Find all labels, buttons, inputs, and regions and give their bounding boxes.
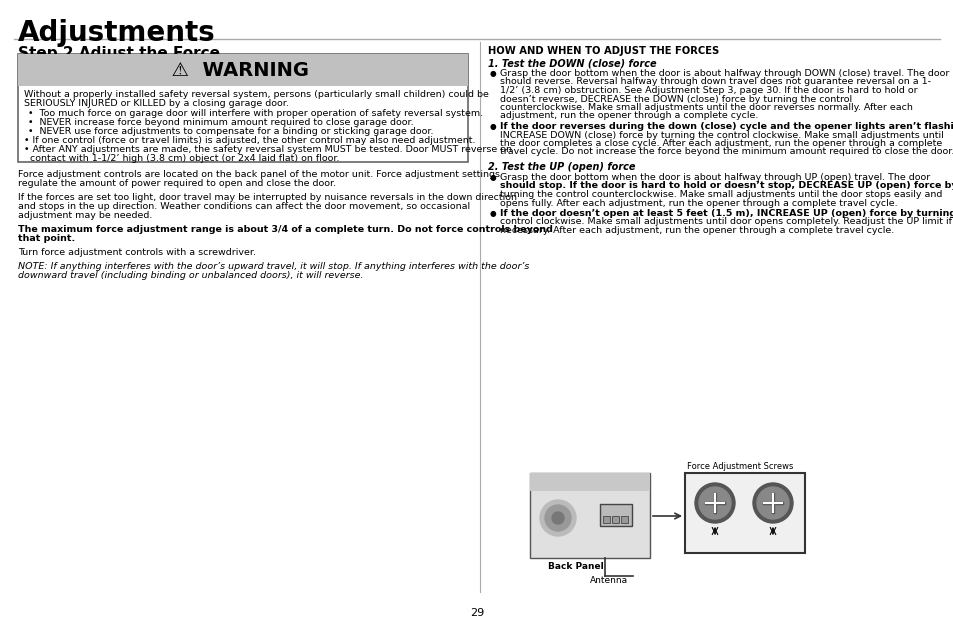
Text: 2. Test the UP (open) force: 2. Test the UP (open) force: [488, 162, 635, 172]
Text: If the forces are set too light, door travel may be interrupted by nuisance reve: If the forces are set too light, door tr…: [18, 193, 517, 202]
Text: ●: ●: [490, 173, 497, 182]
Text: •  Too much force on garage door will interfere with proper operation of safety : • Too much force on garage door will int…: [28, 109, 482, 118]
Text: contact with 1-1/2’ high (3.8 cm) object (or 2x4 laid flat) on floor.: contact with 1-1/2’ high (3.8 cm) object…: [24, 154, 339, 163]
Text: Grasp the door bottom when the door is about halfway through DOWN (close) travel: Grasp the door bottom when the door is a…: [499, 69, 948, 78]
Text: 1. Test the DOWN (close) force: 1. Test the DOWN (close) force: [488, 58, 656, 68]
Circle shape: [544, 505, 571, 531]
Text: SERIOUSLY INJURED or KILLED by a closing garage door.: SERIOUSLY INJURED or KILLED by a closing…: [24, 99, 289, 108]
Text: Grasp the door bottom when the door is about halfway through UP (open) travel. T: Grasp the door bottom when the door is a…: [499, 173, 929, 182]
Text: ●: ●: [490, 69, 497, 78]
Text: 1/2’ (3.8 cm) obstruction. See Adjustment Step 3, page 30. If the door is hard t: 1/2’ (3.8 cm) obstruction. See Adjustmen…: [499, 86, 917, 95]
Text: Open Force: Open Force: [689, 539, 738, 548]
Text: INCREASE DOWN (close) force by turning the control clockwise. Make small adjustm: INCREASE DOWN (close) force by turning t…: [499, 130, 943, 139]
Bar: [18, 54, 468, 162]
Text: Back Panel: Back Panel: [547, 562, 603, 571]
Text: control clockwise. Make small adjustments until door opens completely. Readjust : control clockwise. Make small adjustment…: [499, 218, 951, 226]
Circle shape: [695, 483, 734, 523]
Text: • If one control (force or travel limits) is adjusted, the other control may als: • If one control (force or travel limits…: [24, 136, 475, 145]
Text: Step 2 Adjust the Force: Step 2 Adjust the Force: [18, 46, 220, 61]
Text: If the door reverses during the down (close) cycle and the opener lights aren’t : If the door reverses during the down (cl…: [499, 122, 953, 131]
Text: HOW AND WHEN TO ADJUST THE FORCES: HOW AND WHEN TO ADJUST THE FORCES: [488, 46, 719, 56]
Text: • After ANY adjustments are made, the safety reversal system MUST be tested. Doo: • After ANY adjustments are made, the sa…: [24, 145, 512, 154]
Text: Turn force adjustment controls with a screwdriver.: Turn force adjustment controls with a sc…: [18, 248, 255, 257]
Text: counterclockwise. Make small adjustments until the door reverses normally. After: counterclockwise. Make small adjustments…: [499, 103, 912, 112]
Text: adjustment, run the opener through a complete cycle.: adjustment, run the opener through a com…: [499, 111, 758, 120]
Circle shape: [752, 483, 792, 523]
Circle shape: [552, 512, 563, 524]
Text: adjustment may be needed.: adjustment may be needed.: [18, 211, 152, 220]
Bar: [620, 516, 627, 523]
Text: If the door doesn’t open at least 5 feet (1.5 m), INCREASE UP (open) force by tu: If the door doesn’t open at least 5 feet…: [499, 209, 953, 218]
Text: 29: 29: [470, 608, 483, 618]
Circle shape: [539, 500, 576, 536]
Text: The maximum force adjustment range is about 3/4 of a complete turn. Do not force: The maximum force adjustment range is ab…: [18, 225, 553, 234]
Text: opens fully. After each adjustment, run the opener through a complete travel cyc: opens fully. After each adjustment, run …: [499, 198, 897, 207]
Text: •  NEVER increase force beyond minimum amount required to close garage door.: • NEVER increase force beyond minimum am…: [28, 118, 414, 127]
Text: necessary. After each adjustment, run the opener through a complete travel cycle: necessary. After each adjustment, run th…: [499, 226, 893, 235]
Text: turning the control counterclockwise. Make small adjustments until the door stop: turning the control counterclockwise. Ma…: [499, 190, 942, 199]
Bar: [612, 516, 618, 523]
Text: Close Force: Close Force: [746, 539, 795, 548]
Bar: [530, 473, 649, 558]
Circle shape: [757, 487, 788, 519]
Text: Adjustments: Adjustments: [18, 19, 215, 47]
Text: Without a properly installed safety reversal system, persons (particularly small: Without a properly installed safety reve…: [24, 90, 488, 99]
Text: Antenna: Antenna: [589, 576, 627, 585]
Text: ⚠  WARNING: ⚠ WARNING: [158, 60, 309, 80]
Bar: [530, 473, 649, 491]
Bar: [18, 54, 468, 86]
Bar: [602, 516, 609, 523]
Text: doesn’t reverse, DECREASE the DOWN (close) force by turning the control: doesn’t reverse, DECREASE the DOWN (clos…: [499, 95, 851, 104]
Text: downward travel (including binding or unbalanced doors), it will reverse.: downward travel (including binding or un…: [18, 271, 363, 280]
Text: that point.: that point.: [18, 234, 75, 243]
Text: Force Adjustment Screws: Force Adjustment Screws: [686, 462, 793, 471]
Text: should reverse. Reversal halfway through down travel does not guarantee reversal: should reverse. Reversal halfway through…: [499, 78, 930, 86]
Text: and stops in the up direction. Weather conditions can affect the door movement, : and stops in the up direction. Weather c…: [18, 202, 470, 211]
Text: ●: ●: [490, 122, 497, 131]
Text: ●: ●: [490, 209, 497, 218]
Text: travel cycle. Do not increase the force beyond the minimum amount required to cl: travel cycle. Do not increase the force …: [499, 148, 953, 156]
Text: regulate the amount of power required to open and close the door.: regulate the amount of power required to…: [18, 179, 335, 188]
Text: Force adjustment controls are located on the back panel of the motor unit. Force: Force adjustment controls are located on…: [18, 170, 499, 179]
Bar: [684, 473, 804, 553]
Text: the door completes a close cycle. After each adjustment, run the opener through : the door completes a close cycle. After …: [499, 139, 942, 148]
Text: should stop. If the door is hard to hold or doesn’t stop, DECREASE UP (open) for: should stop. If the door is hard to hold…: [499, 181, 953, 191]
Text: •  NEVER use force adjustments to compensate for a binding or sticking garage do: • NEVER use force adjustments to compens…: [28, 127, 433, 136]
Text: NOTE: If anything interferes with the door’s upward travel, it will stop. If any: NOTE: If anything interferes with the do…: [18, 262, 529, 271]
Circle shape: [699, 487, 730, 519]
Bar: [599, 504, 631, 526]
